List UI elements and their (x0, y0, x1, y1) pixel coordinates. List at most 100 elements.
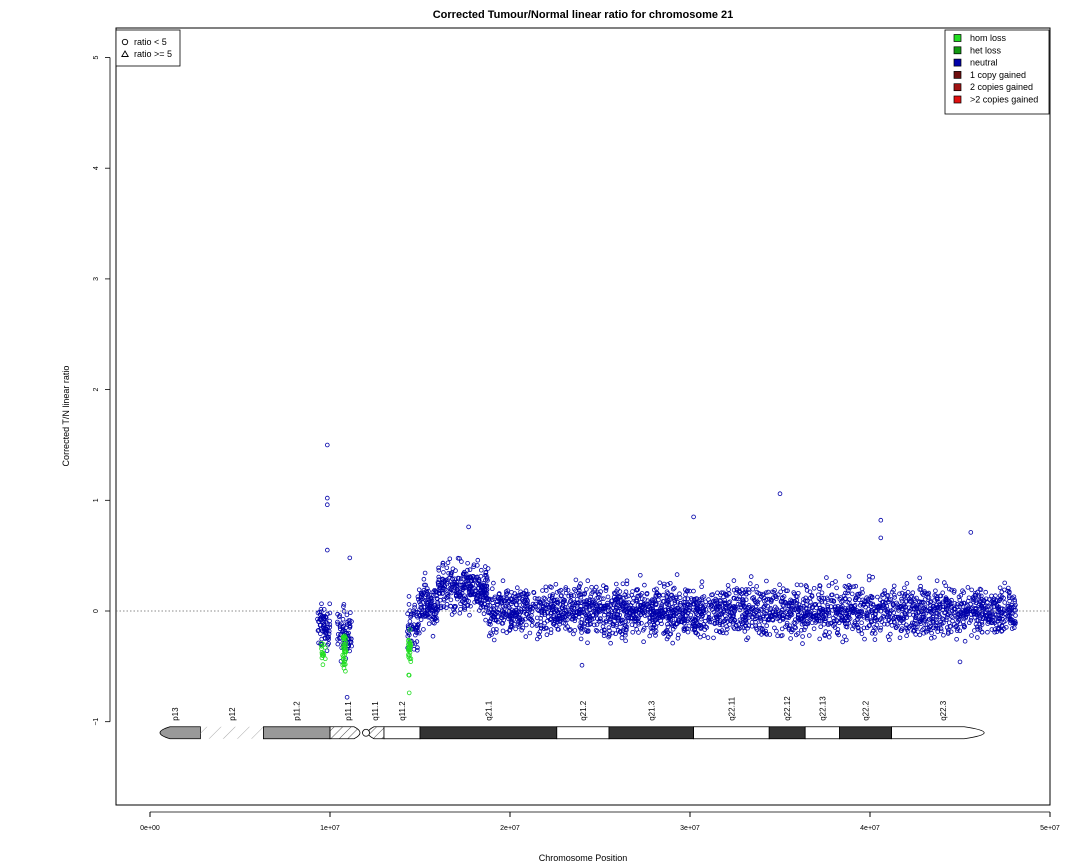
data-point (462, 593, 468, 599)
data-point (585, 640, 590, 646)
data-point (909, 622, 915, 628)
data-point (508, 624, 514, 629)
data-point (335, 619, 340, 625)
data-point (653, 633, 658, 638)
data-point (491, 580, 496, 586)
data-point (816, 592, 821, 598)
data-point (579, 662, 585, 668)
data-point (952, 606, 958, 612)
data-point (826, 634, 832, 640)
data-point (484, 576, 490, 582)
data-point (677, 595, 683, 600)
data-point (732, 626, 737, 631)
triangle-icon (121, 50, 129, 57)
data-point (534, 636, 540, 642)
data-point (727, 599, 733, 605)
data-point (957, 628, 963, 634)
data-point (961, 613, 966, 619)
data-point (572, 602, 577, 607)
data-point (457, 610, 463, 616)
data-point (423, 582, 428, 588)
data-point (522, 608, 528, 614)
data-point (999, 594, 1005, 599)
data-point (503, 611, 508, 617)
data-point (341, 661, 347, 667)
data-point (341, 635, 346, 641)
data-point (677, 609, 682, 615)
data-point (1012, 597, 1017, 602)
data-point (634, 606, 639, 612)
data-point (999, 622, 1005, 628)
data-point (869, 608, 875, 614)
data-point (1009, 602, 1014, 608)
data-point (624, 602, 630, 608)
data-point (458, 576, 464, 581)
data-point (790, 603, 795, 609)
data-point (511, 617, 517, 622)
data-point (937, 604, 943, 610)
data-point (664, 593, 670, 599)
data-point (743, 597, 749, 602)
data-point (601, 627, 607, 633)
data-point (326, 641, 331, 646)
data-point (885, 621, 890, 627)
data-point (822, 599, 828, 605)
data-point (891, 619, 897, 624)
data-point (926, 590, 932, 596)
data-point (489, 612, 494, 617)
data-point (323, 631, 329, 636)
data-point (724, 626, 730, 632)
data-point (581, 610, 587, 616)
data-point (999, 628, 1005, 633)
ideogram-band-label: q22.13 (818, 696, 827, 721)
data-point (665, 621, 670, 627)
x-axis-label: Chromosome Position (539, 853, 628, 863)
data-point (420, 613, 425, 618)
data-point (606, 625, 612, 630)
data-point (623, 600, 629, 605)
data-point (732, 617, 737, 623)
data-point (798, 582, 804, 588)
data-point (584, 629, 590, 634)
data-point (918, 587, 924, 592)
ideogram-band-q11.2 (383, 726, 421, 740)
data-point (865, 613, 870, 619)
data-point (705, 635, 711, 640)
data-point (754, 607, 760, 612)
data-point (921, 626, 926, 631)
data-point (348, 610, 353, 615)
data-point (943, 583, 949, 589)
data-point (980, 600, 986, 605)
data-point (503, 614, 509, 619)
data-point (407, 608, 413, 613)
data-point (835, 603, 841, 609)
data-point (409, 627, 415, 632)
data-point (742, 622, 748, 628)
data-point (878, 608, 884, 614)
data-point (788, 597, 793, 603)
data-point (526, 613, 532, 618)
data-point (475, 557, 481, 563)
data-point (327, 622, 333, 627)
ideogram-band-q22.11 (693, 726, 770, 740)
x-tick-label: 2e+07 (500, 825, 520, 832)
ideogram-band-q21.2 (556, 726, 610, 740)
data-point (540, 588, 545, 593)
data-point (686, 623, 692, 629)
data-point (436, 586, 442, 592)
data-point (606, 604, 611, 609)
data-point (979, 612, 984, 618)
data-point (653, 592, 659, 598)
ideogram-band-label: p13 (171, 707, 180, 721)
data-point (584, 587, 589, 592)
data-point (620, 617, 625, 623)
data-point (500, 604, 506, 609)
x-tick-label: 1e+07 (320, 825, 340, 832)
data-point (665, 629, 670, 635)
data-point (597, 607, 602, 612)
data-point (962, 611, 967, 616)
data-point (486, 609, 491, 614)
data-point (468, 583, 473, 588)
data-point (884, 597, 889, 603)
data-point (682, 596, 688, 602)
